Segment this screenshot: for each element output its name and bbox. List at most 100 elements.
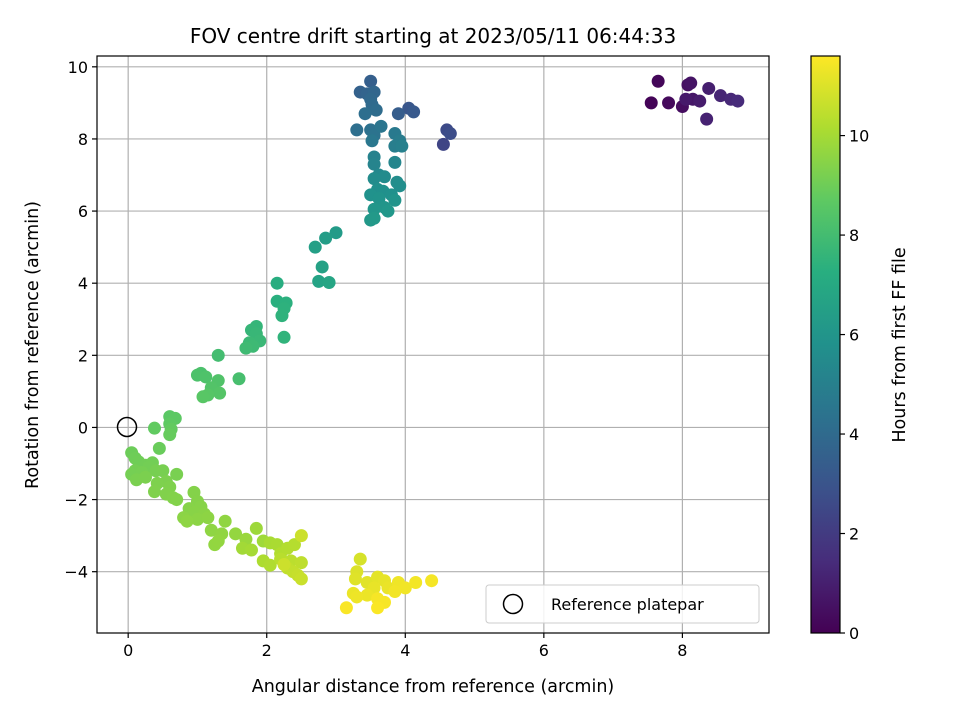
- data-point: [308, 240, 322, 254]
- data-point: [425, 574, 439, 588]
- data-point: [374, 119, 388, 133]
- data-point: [367, 172, 381, 186]
- data-point: [312, 274, 326, 288]
- y-tick-label: 4: [78, 274, 88, 293]
- y-axis-ticks: −4 −2 0 2 4 6 8 10: [64, 58, 97, 582]
- data-point: [244, 543, 258, 557]
- data-point: [693, 94, 707, 108]
- data-point: [329, 226, 343, 240]
- colorbar-tick-label: 10: [849, 127, 869, 146]
- legend: Reference platepar: [485, 584, 760, 624]
- x-tick-label: 0: [123, 641, 133, 660]
- data-point: [294, 556, 308, 570]
- data-point: [684, 76, 698, 90]
- data-point: [170, 493, 184, 507]
- colorbar: 0 2 4 6 8 10 Hours from first FF file: [810, 55, 910, 643]
- data-point: [367, 202, 381, 216]
- data-point: [204, 523, 218, 537]
- data-point: [381, 204, 395, 218]
- data-point: [211, 348, 225, 362]
- y-tick-label: −2: [64, 491, 88, 510]
- colorbar-tick-label: 4: [849, 425, 859, 444]
- data-point: [199, 370, 213, 384]
- data-point: [249, 521, 263, 535]
- data-point: [358, 107, 372, 121]
- data-point: [152, 441, 166, 455]
- data-point: [398, 581, 412, 595]
- data-point: [360, 588, 374, 602]
- data-point: [731, 94, 745, 108]
- data-point: [339, 601, 353, 615]
- data-point: [644, 96, 658, 110]
- data-point: [369, 103, 383, 117]
- x-tick-label: 8: [677, 641, 687, 660]
- data-point: [163, 428, 177, 442]
- data-point: [702, 81, 716, 95]
- y-tick-label: −4: [64, 563, 88, 582]
- data-points: [125, 74, 745, 615]
- data-point: [443, 127, 457, 141]
- data-point: [407, 105, 421, 119]
- data-point: [350, 123, 364, 137]
- data-point: [322, 275, 336, 289]
- colorbar-tick-label: 8: [849, 226, 859, 245]
- data-point: [148, 421, 162, 435]
- data-point: [365, 134, 379, 148]
- data-point: [229, 527, 243, 541]
- colorbar-label: Hours from first FF file: [890, 247, 910, 442]
- data-point: [156, 464, 170, 478]
- data-point: [388, 585, 402, 599]
- y-axis-label: Rotation from reference (arcmin): [23, 201, 43, 489]
- data-point: [239, 341, 253, 355]
- data-point: [148, 485, 162, 499]
- y-tick-label: 0: [78, 418, 88, 437]
- data-point: [138, 470, 152, 484]
- data-point: [395, 139, 409, 153]
- y-tick-label: 8: [78, 130, 88, 149]
- data-point: [409, 576, 423, 590]
- data-point: [270, 276, 284, 290]
- data-point: [201, 511, 215, 525]
- data-point: [294, 529, 308, 543]
- data-point: [371, 601, 385, 615]
- x-tick-label: 6: [539, 641, 549, 660]
- colorbar-tick-label: 0: [849, 624, 859, 643]
- data-point: [348, 572, 362, 586]
- data-point: [393, 179, 407, 193]
- data-point: [232, 372, 246, 386]
- x-axis-label: Angular distance from reference (arcmin): [252, 677, 615, 697]
- legend-marker: [502, 593, 524, 615]
- data-point: [190, 512, 204, 526]
- colorbar-tick-label: 6: [849, 326, 859, 345]
- data-point: [213, 386, 227, 400]
- data-point: [287, 538, 301, 552]
- data-point: [388, 193, 402, 207]
- data-point: [294, 572, 308, 586]
- y-tick-label: 6: [78, 202, 88, 221]
- chart-title: FOV centre drift starting at 2023/05/11 …: [190, 24, 676, 48]
- data-point: [391, 107, 405, 121]
- data-point: [319, 231, 333, 245]
- data-point: [388, 155, 402, 169]
- data-point: [714, 89, 728, 103]
- x-axis-ticks: 0 2 4 6 8: [123, 633, 687, 660]
- data-point: [378, 170, 392, 184]
- colorbar-tick-label: 2: [849, 525, 859, 544]
- data-point: [315, 260, 329, 274]
- grid-lines: [97, 56, 769, 633]
- reference-marker: [116, 416, 138, 438]
- data-point: [170, 467, 184, 481]
- data-point: [436, 137, 450, 151]
- data-point: [679, 92, 693, 106]
- data-point: [277, 557, 291, 571]
- data-point: [211, 534, 225, 548]
- data-point: [651, 74, 665, 88]
- x-tick-label: 4: [400, 641, 410, 660]
- legend-box: [485, 584, 760, 624]
- data-point: [350, 590, 364, 604]
- legend-entry-label: Reference platepar: [551, 595, 704, 614]
- data-point: [662, 96, 676, 110]
- data-point: [263, 558, 277, 572]
- y-tick-label: 10: [68, 58, 88, 77]
